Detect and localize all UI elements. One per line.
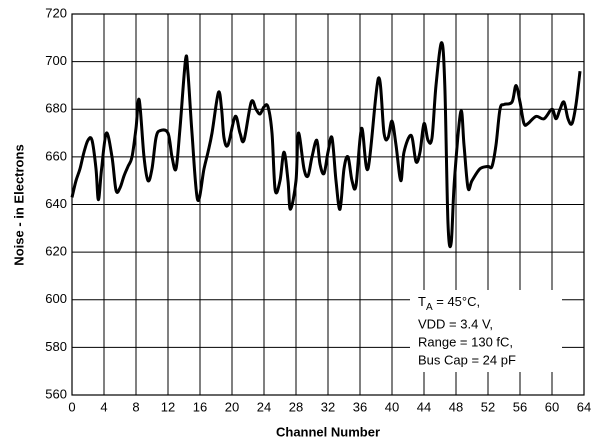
- x-tick-label: 28: [289, 399, 303, 414]
- y-tick-label: 560: [45, 386, 67, 401]
- y-tick-label: 660: [45, 148, 67, 163]
- x-tick-label: 56: [513, 399, 527, 414]
- x-tick-label: 52: [481, 399, 495, 414]
- plot-frame: [71, 13, 585, 396]
- y-tick-label: 680: [45, 101, 67, 116]
- y-tick-label: 640: [45, 196, 67, 211]
- temp-subscript: A: [426, 302, 433, 313]
- x-tick-label: 64: [577, 399, 591, 414]
- x-tick-label: 32: [321, 399, 335, 414]
- annotation-line: VDD = 3.4 V,: [418, 316, 493, 331]
- annotation-box: [410, 290, 562, 372]
- y-tick-label: 620: [45, 244, 67, 259]
- annotation-line: Bus Cap = 24 pF: [418, 352, 516, 367]
- y-tick-label: 600: [45, 291, 67, 306]
- x-tick-label: 8: [132, 399, 139, 414]
- data-line: [70, 41, 582, 249]
- x-tick-label: 60: [545, 399, 559, 414]
- x-tick-label: 36: [353, 399, 367, 414]
- temp-symbol: T: [418, 294, 426, 309]
- x-tick-label: 44: [417, 399, 431, 414]
- y-tick-label: 720: [45, 5, 67, 20]
- annotation-temp: TA = 45°C,: [418, 294, 480, 312]
- x-tick-label: 0: [68, 399, 75, 414]
- x-tick-label: 16: [193, 399, 207, 414]
- plot: [70, 41, 582, 249]
- y-tick-label: 700: [45, 53, 67, 68]
- temp-value: = 45°C,: [433, 294, 480, 309]
- x-tick-label: 40: [385, 399, 399, 414]
- y-tick-label: 580: [45, 339, 67, 354]
- x-tick-label: 48: [449, 399, 463, 414]
- x-axis-label: Channel Number: [276, 424, 380, 439]
- annotation-line: Range = 130 fC,: [418, 334, 513, 349]
- x-tick-label: 4: [100, 399, 107, 414]
- y-axis-label: Noise - in Electrons: [11, 144, 26, 265]
- x-tick-label: 24: [257, 399, 271, 414]
- x-tick-label: 20: [225, 399, 239, 414]
- x-tick-label: 12: [161, 399, 175, 414]
